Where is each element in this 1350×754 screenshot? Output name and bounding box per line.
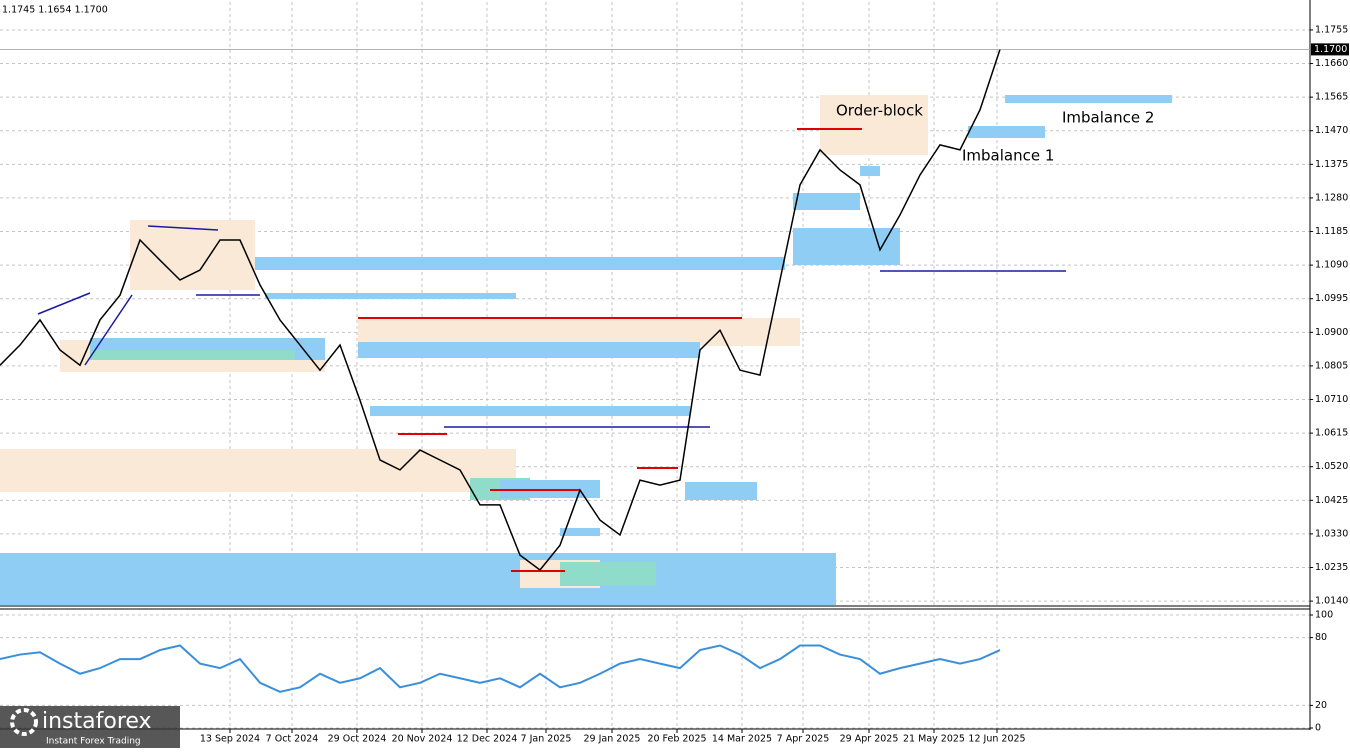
y-tick-label: 1.0805 [1315, 360, 1348, 371]
y-tick-label: 1.1185 [1315, 226, 1348, 237]
y-tick-label: 1.0235 [1315, 562, 1348, 573]
x-tick-label: 21 May 2025 [903, 734, 965, 745]
y-tick-label: 0 [1315, 723, 1321, 734]
level-line [84, 294, 133, 366]
foreground: 1.1755 1.1660 1.1565 1.1470 1.1375 1.1280 1.11… [0, 24, 1349, 745]
level-line [147, 225, 219, 231]
last-price-label: 1.1700 [1314, 44, 1347, 55]
zone [90, 350, 295, 360]
x-tick-label: 13 Sep 2024 [200, 734, 260, 745]
series-line [0, 644, 1001, 693]
y-tick-label: 1.0330 [1315, 528, 1348, 539]
x-tick-label: 7 Oct 2024 [266, 734, 319, 745]
x-tick-label: 12 Dec 2024 [457, 734, 518, 745]
zone [130, 220, 255, 290]
y-tick-label: 1.1090 [1315, 260, 1348, 271]
zone [793, 228, 900, 265]
level-line [37, 292, 91, 315]
y-tick-label: 1.0520 [1315, 461, 1348, 472]
y-tick-label: 1.1660 [1315, 58, 1348, 69]
x-tick-label: 20 Nov 2024 [392, 734, 453, 745]
logo-box [0, 706, 180, 748]
y-tick-label: 1.0710 [1315, 394, 1348, 405]
zone [370, 406, 690, 416]
y-tick-label: 20 [1315, 700, 1327, 711]
zone [358, 318, 800, 346]
zone [0, 449, 516, 492]
zone [0, 553, 836, 605]
y-tick-label: 1.0615 [1315, 428, 1348, 439]
y-tick-label: 1.0425 [1315, 495, 1348, 506]
y-tick-label: 1.1375 [1315, 159, 1348, 170]
y-tick-label: 80 [1315, 632, 1327, 643]
annotation: Imbalance 2 [1062, 109, 1154, 127]
x-tick-label: 14 Mar 2025 [712, 734, 772, 745]
zone [358, 342, 700, 358]
series-line [0, 49, 1001, 572]
zone [685, 482, 757, 500]
y-tick-label: 1.0995 [1315, 293, 1348, 304]
x-tick-label: 20 Feb 2025 [647, 734, 706, 745]
zone [560, 528, 600, 536]
x-tick-label: 29 Jan 2025 [584, 734, 641, 745]
zone [1005, 95, 1172, 103]
y-tick-label: 1.0140 [1315, 596, 1348, 607]
x-tick-label: 29 Apr 2025 [840, 734, 899, 745]
zone [793, 193, 860, 210]
ohlc-header: 1.1745 1.1654 1.1700 [2, 5, 108, 16]
zone [265, 293, 516, 299]
y-tick-label: 1.1565 [1315, 92, 1348, 103]
zone [560, 562, 656, 586]
annotation: Imbalance 1 [962, 147, 1054, 165]
x-tick-label: 29 Oct 2024 [328, 734, 387, 745]
y-tick-label: 1.1280 [1315, 192, 1348, 203]
zone [250, 257, 785, 270]
x-tick-label: 12 Jun 2025 [968, 734, 1025, 745]
levels [37, 128, 1066, 572]
annotation: Order-block [836, 102, 923, 120]
last-price-box [1311, 43, 1349, 56]
x-tick-label: 7 Jan 2025 [521, 734, 572, 745]
zone [968, 126, 1045, 138]
zone [860, 166, 880, 176]
logo-tagline: Instant Forex Trading [46, 737, 141, 747]
logo-brand: instaforex [42, 709, 152, 734]
zone [820, 95, 928, 155]
logo-icon [10, 708, 38, 736]
logo: instaforex Instant Forex Trading [0, 706, 180, 748]
x-tick-label: 7 Apr 2025 [777, 734, 830, 745]
y-tick-label: 1.1755 [1315, 24, 1348, 35]
y-tick-label: 1.0900 [1315, 327, 1348, 338]
y-tick-label: 100 [1315, 610, 1333, 621]
zones [0, 95, 1172, 605]
y-tick-label: 1.1470 [1315, 125, 1348, 136]
